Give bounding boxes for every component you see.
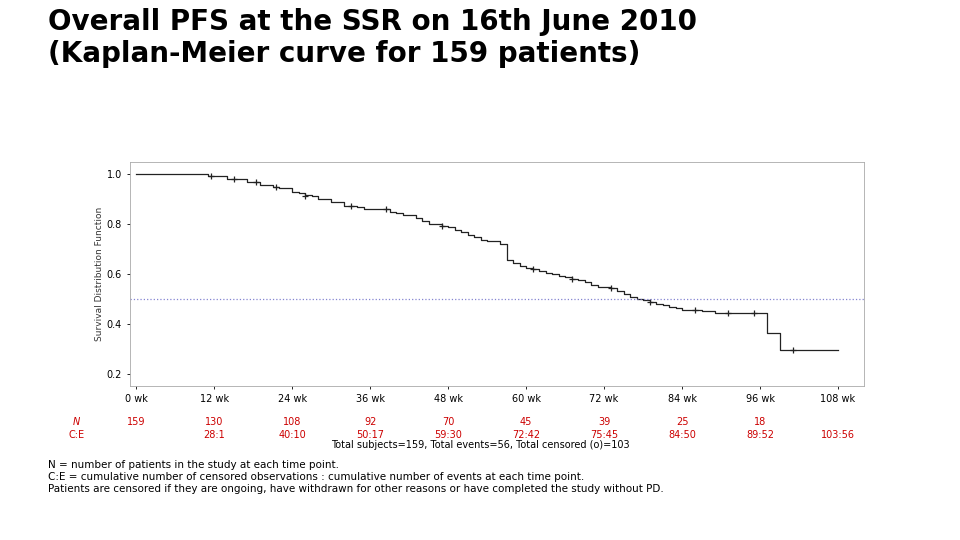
Text: Overall PFS at the SSR on 16th June 2010
(Kaplan-Meier curve for 159 patients): Overall PFS at the SSR on 16th June 2010… bbox=[48, 8, 697, 69]
Text: N: N bbox=[73, 417, 81, 427]
Text: 108: 108 bbox=[283, 417, 301, 427]
Text: 72:42: 72:42 bbox=[512, 430, 540, 440]
Text: Patients are censored if they are ongoing, have withdrawn for other reasons or h: Patients are censored if they are ongoin… bbox=[48, 484, 663, 494]
Text: 45: 45 bbox=[520, 417, 532, 427]
Text: 103:56: 103:56 bbox=[821, 430, 855, 440]
Text: 59:30: 59:30 bbox=[434, 430, 462, 440]
Text: 70: 70 bbox=[442, 417, 454, 427]
Text: Total subjects=159, Total events=56, Total censored (o)=103: Total subjects=159, Total events=56, Tot… bbox=[330, 441, 630, 450]
Text: 159: 159 bbox=[127, 417, 145, 427]
Text: 28:1: 28:1 bbox=[204, 430, 225, 440]
Text: 25: 25 bbox=[676, 417, 688, 427]
Text: C:E = cumulative number of censored observations : cumulative number of events a: C:E = cumulative number of censored obse… bbox=[48, 472, 585, 482]
Text: 130: 130 bbox=[204, 417, 224, 427]
Text: 40:10: 40:10 bbox=[278, 430, 306, 440]
Text: 89:52: 89:52 bbox=[746, 430, 774, 440]
Text: N = number of patients in the study at each time point.: N = number of patients in the study at e… bbox=[48, 460, 339, 470]
Text: 92: 92 bbox=[364, 417, 376, 427]
Text: 84:50: 84:50 bbox=[668, 430, 696, 440]
Text: 50:17: 50:17 bbox=[356, 430, 384, 440]
Y-axis label: Survival Distribution Function: Survival Distribution Function bbox=[95, 207, 104, 341]
Text: 75:45: 75:45 bbox=[590, 430, 618, 440]
Text: C:E: C:E bbox=[69, 430, 84, 440]
Text: 18: 18 bbox=[754, 417, 766, 427]
Text: 39: 39 bbox=[598, 417, 611, 427]
